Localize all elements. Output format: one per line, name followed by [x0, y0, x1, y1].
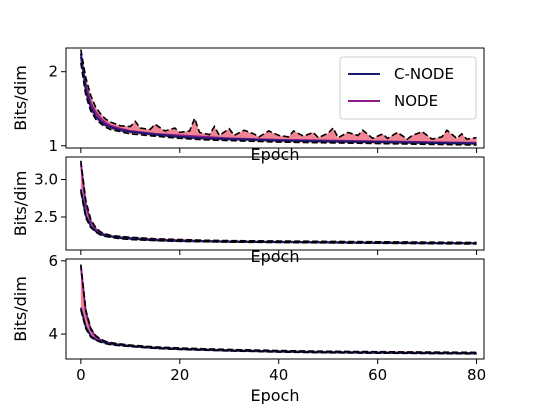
- panel-3: 0 20 40 60 80 4 6 Bits/dim Epoch: [11, 252, 486, 404]
- panel-1: 1 2 Bits/dim Epoch C-NODE NODE: [11, 47, 485, 164]
- x-tick-label: 20: [170, 366, 189, 384]
- legend: C-NODE NODE: [339, 56, 477, 120]
- band-band-lower: [80, 309, 477, 355]
- band-band-upper: [80, 49, 477, 141]
- y-tick-label: 6: [48, 252, 58, 270]
- x-axis-label: Epoch: [251, 247, 300, 266]
- y-tick-label: 2.5: [34, 208, 58, 226]
- confidence-band: [80, 160, 477, 244]
- legend-label-c-node: C-NODE: [394, 65, 454, 83]
- plot-area: [79, 264, 477, 355]
- y-tick-label: 2: [48, 63, 58, 81]
- band-band-lower: [80, 62, 477, 146]
- x-axis-label: Epoch: [251, 145, 300, 164]
- band-band-upper: [80, 160, 477, 244]
- x-tick-label: 80: [467, 366, 486, 384]
- y-tick-label: 1: [48, 137, 58, 155]
- x-tick-label: 60: [368, 366, 387, 384]
- axes-frame: [65, 156, 485, 251]
- y-tick-label: 4: [48, 325, 58, 343]
- plot-area: [79, 160, 477, 245]
- series-line-c-node: [79, 189, 477, 245]
- x-tick-label: 40: [269, 366, 288, 384]
- legend-label-node: NODE: [394, 92, 438, 110]
- x-tick-label: 0: [76, 366, 86, 384]
- y-axis-label: Bits/dim: [11, 65, 30, 131]
- y-tick-label: 3.0: [34, 171, 58, 189]
- axes-frame: [65, 47, 485, 149]
- axes-frame: [65, 258, 485, 360]
- x-axis-label: Epoch: [251, 386, 300, 404]
- band-band-upper: [80, 264, 477, 354]
- series-line-c-node: [79, 307, 477, 355]
- series-line-c-node: [79, 53, 477, 145]
- series-line-node: [79, 266, 477, 355]
- band-band-lower: [80, 191, 477, 245]
- y-axis-label: Bits/dim: [11, 171, 30, 237]
- legend-box: [339, 56, 477, 120]
- series-line-node: [79, 162, 477, 245]
- plot-area: [79, 49, 477, 146]
- y-axis-label: Bits/dim: [11, 276, 30, 342]
- confidence-band: [80, 264, 477, 354]
